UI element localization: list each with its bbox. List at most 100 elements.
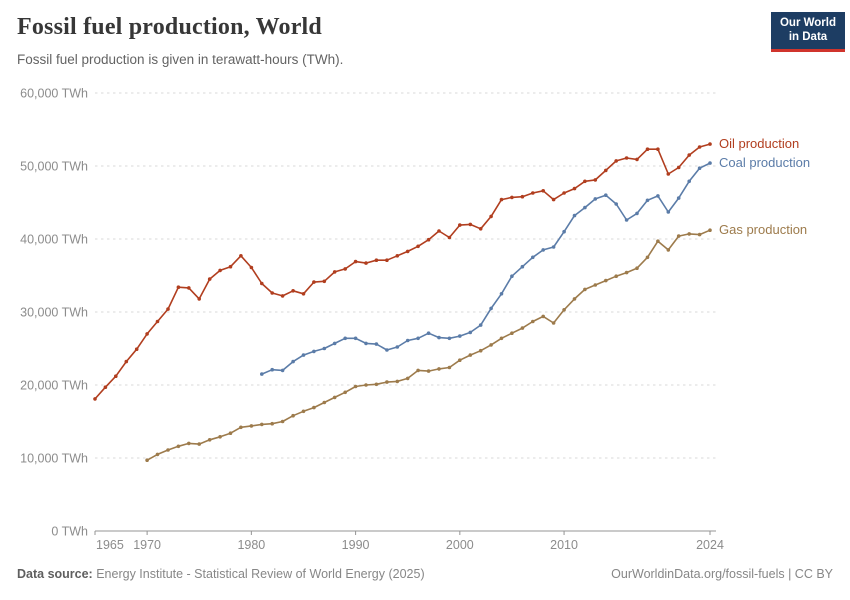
- data-point-coal: [572, 213, 577, 218]
- data-point-oil: [353, 259, 358, 264]
- data-point-coal: [312, 349, 316, 354]
- data-point-coal: [604, 193, 608, 197]
- data-point-coal: [437, 335, 441, 340]
- data-point-gas: [478, 348, 483, 353]
- data-point-oil: [218, 268, 222, 273]
- data-point-coal: [322, 346, 327, 351]
- data-point-gas: [301, 409, 306, 414]
- data-point-gas: [656, 239, 660, 243]
- data-point-oil: [697, 145, 702, 149]
- data-point-coal: [520, 264, 525, 269]
- x-tick-label: 1965: [96, 538, 124, 552]
- data-point-coal: [260, 372, 264, 376]
- data-point-coal: [364, 341, 368, 346]
- data-source: Data source: Energy Institute - Statisti…: [17, 567, 425, 581]
- data-point-gas: [322, 400, 327, 405]
- data-point-coal: [666, 210, 671, 214]
- data-point-gas: [145, 458, 149, 463]
- data-point-gas: [447, 365, 452, 370]
- data-point-coal: [499, 292, 504, 296]
- data-point-gas: [228, 431, 233, 436]
- data-point-gas: [583, 287, 587, 292]
- data-point-coal: [593, 197, 598, 201]
- data-point-oil: [228, 264, 233, 269]
- data-point-oil: [624, 156, 629, 160]
- x-tick-label: 2024: [696, 538, 724, 552]
- data-point-coal: [510, 274, 514, 279]
- data-point-oil: [322, 279, 327, 284]
- data-point-oil: [239, 254, 243, 258]
- chart-subtitle: Fossil fuel production is given in teraw…: [17, 52, 344, 67]
- data-point-coal: [301, 353, 306, 357]
- data-point-coal: [343, 336, 348, 341]
- data-point-coal: [531, 255, 535, 260]
- data-point-gas: [614, 274, 618, 279]
- data-point-coal: [280, 368, 285, 373]
- data-point-coal: [332, 341, 337, 346]
- data-point-oil: [145, 332, 149, 336]
- data-point-oil: [395, 254, 400, 258]
- data-point-gas: [437, 367, 441, 371]
- data-point-gas: [312, 405, 316, 410]
- data-point-coal: [447, 336, 452, 341]
- data-point-oil: [489, 214, 493, 219]
- y-tick-label: 60,000 TWh: [20, 87, 88, 101]
- data-point-gas: [510, 331, 514, 336]
- data-point-coal: [656, 194, 660, 198]
- data-point-oil: [604, 168, 608, 173]
- data-point-gas: [166, 448, 170, 452]
- data-point-oil: [593, 178, 598, 182]
- page-title: Fossil fuel production, World: [17, 14, 322, 40]
- data-point-coal: [624, 218, 629, 222]
- owid-logo-line2: in Data: [788, 31, 828, 44]
- data-point-coal: [676, 196, 681, 200]
- data-source-text: Energy Institute - Statistical Review of…: [96, 567, 425, 581]
- data-point-oil: [478, 227, 483, 231]
- data-point-oil: [176, 285, 181, 290]
- data-point-coal: [687, 179, 691, 184]
- y-tick-label: 30,000 TWh: [20, 306, 88, 320]
- data-point-oil: [635, 157, 639, 162]
- data-point-gas: [197, 442, 201, 446]
- data-point-gas: [207, 438, 212, 442]
- data-point-gas: [458, 358, 462, 363]
- data-point-oil: [270, 291, 275, 295]
- data-point-oil: [197, 297, 201, 301]
- data-point-coal: [468, 330, 473, 335]
- data-point-gas: [353, 384, 358, 389]
- y-tick-label: 50,000 TWh: [20, 160, 88, 174]
- data-point-oil: [520, 194, 525, 199]
- data-point-gas: [562, 308, 566, 312]
- data-point-coal: [635, 211, 639, 216]
- data-point-gas: [541, 314, 545, 319]
- data-point-oil: [708, 142, 712, 146]
- data-point-gas: [593, 283, 598, 287]
- data-point-oil: [280, 294, 285, 298]
- data-source-label: Data source:: [17, 567, 93, 581]
- data-point-gas: [520, 326, 525, 330]
- data-point-coal: [385, 348, 389, 352]
- data-point-oil: [364, 261, 368, 265]
- chart-footer: Data source: Energy Institute - Statisti…: [17, 567, 833, 581]
- data-point-oil: [676, 165, 681, 170]
- data-point-oil: [260, 281, 264, 286]
- data-point-oil: [458, 223, 462, 227]
- data-point-gas: [645, 255, 650, 260]
- data-point-gas: [405, 376, 410, 381]
- data-point-oil: [249, 265, 254, 270]
- data-point-gas: [249, 424, 254, 428]
- data-point-oil: [583, 179, 587, 184]
- data-point-gas: [426, 369, 431, 373]
- data-point-oil: [531, 191, 535, 195]
- data-point-coal: [270, 367, 275, 372]
- data-point-oil: [551, 197, 556, 202]
- y-tick-label: 20,000 TWh: [20, 379, 88, 393]
- data-point-gas: [270, 421, 275, 426]
- data-point-oil: [541, 189, 545, 193]
- data-point-gas: [343, 390, 348, 395]
- data-point-gas: [332, 395, 337, 400]
- data-point-gas: [551, 321, 556, 325]
- series-line-oil: [94, 143, 711, 400]
- data-point-oil: [437, 229, 441, 233]
- x-tick-label: 1990: [342, 538, 370, 552]
